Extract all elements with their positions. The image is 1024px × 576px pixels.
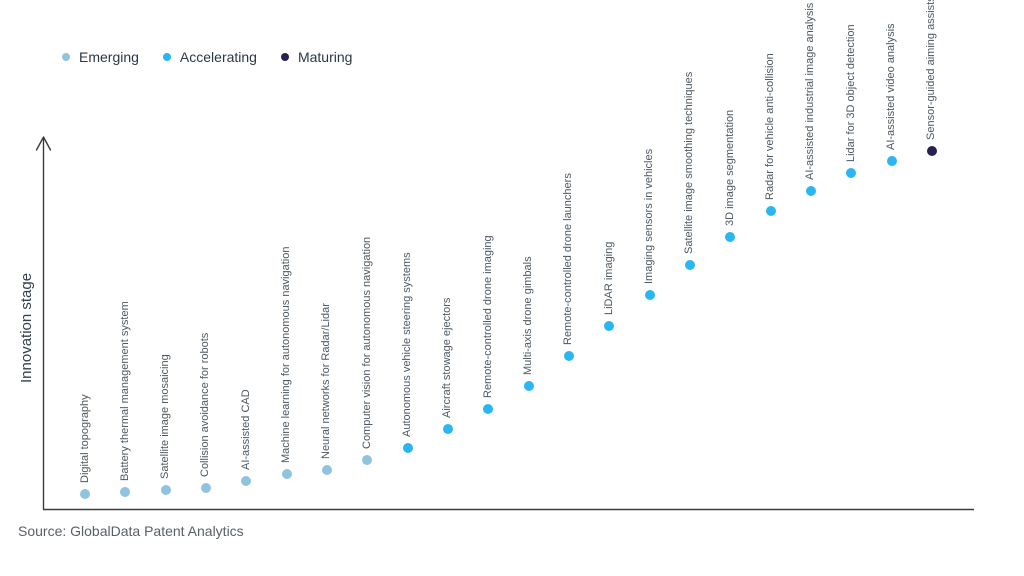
data-point <box>200 482 211 493</box>
legend-item-label: Maturing <box>297 49 353 65</box>
data-point-label: AI-assisted industrial image analysis <box>804 2 817 180</box>
data-point-label: Aircraft stowage ejectors <box>441 297 454 419</box>
legend-dot-icon <box>280 53 289 61</box>
data-point <box>563 350 574 361</box>
legend-item-accelerating: Accelerating <box>162 49 257 65</box>
data-point <box>442 424 453 435</box>
data-point <box>684 259 695 270</box>
data-point <box>926 146 937 157</box>
data-point <box>644 289 655 300</box>
data-point <box>160 485 171 496</box>
data-point-label: Autonomous vehicle steering systems <box>401 252 414 438</box>
data-point-label: AI-assisted video analysis <box>885 23 898 151</box>
data-point-label: Sensor-guided aiming assists <box>925 0 938 141</box>
data-point-label: LiDAR imaging <box>602 241 615 315</box>
data-point <box>725 232 736 243</box>
legend-dot-icon <box>162 53 171 61</box>
data-point-label: Neural networks for Radar/Lidar <box>320 302 333 459</box>
data-point <box>80 488 90 499</box>
data-point <box>402 443 413 454</box>
y-axis-arrowhead <box>35 136 52 151</box>
data-point <box>483 404 494 414</box>
data-point-label: Multi-axis drone gimbals <box>522 256 535 375</box>
data-point-label: Machine learning for autonomous navigati… <box>280 246 293 464</box>
legend-item-label: Accelerating <box>179 49 257 65</box>
data-point <box>523 380 534 391</box>
data-point <box>805 185 816 196</box>
y-axis-label: Innovation stage <box>18 272 35 383</box>
legend-item-label: Emerging <box>79 49 139 65</box>
data-point <box>765 205 776 216</box>
data-point-label: Radar for vehicle anti-collision <box>764 53 777 200</box>
data-point-label: Collision avoidance for robots <box>199 332 212 477</box>
data-point-label: Imaging sensors in vehicles <box>643 148 656 284</box>
data-point-label: Lidar for 3D object detection <box>844 24 857 162</box>
data-point <box>281 469 292 480</box>
legend: Emerging Accelerating Maturing <box>62 49 352 65</box>
data-point-label: Satellite image mosaicing <box>159 354 172 480</box>
data-point <box>604 320 615 331</box>
data-point <box>846 167 857 178</box>
source-note: Source: GlobalData Patent Analytics <box>18 523 244 539</box>
data-point <box>362 454 373 465</box>
legend-item-emerging: Emerging <box>62 49 139 65</box>
data-point-label: AI-assisted CAD <box>239 389 252 470</box>
data-point-label: Computer vision for autonomous navigatio… <box>360 236 373 449</box>
data-point <box>120 486 131 497</box>
data-point-label: Digital topography <box>78 394 91 483</box>
legend-dot-icon <box>62 53 70 61</box>
data-point-label: 3D image segmentation <box>723 109 736 227</box>
data-point-label: Satellite image smoothing techniques <box>683 71 696 254</box>
legend-item-maturing: Maturing <box>280 49 353 65</box>
data-point <box>886 156 897 167</box>
data-point-label: Remote-controlled drone launchers <box>562 173 575 345</box>
data-point <box>241 475 252 486</box>
data-point <box>321 464 332 475</box>
data-point-label: Battery thermal management system <box>118 300 131 481</box>
data-point-label: Remote-controlled drone imaging <box>481 235 494 398</box>
